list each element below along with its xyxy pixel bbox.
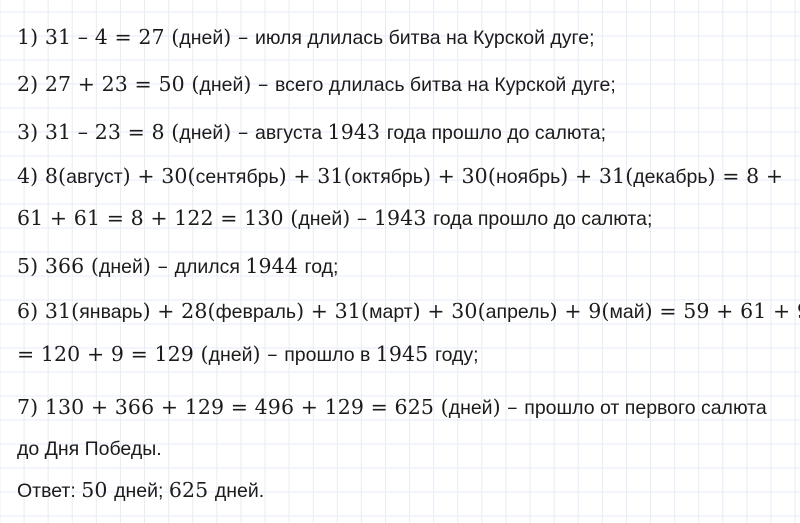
text-run: год; (304, 256, 339, 278)
text-run: ) = 8 + (707, 164, 784, 188)
text-run: ) – (142, 254, 175, 278)
solution-line-step-6a: 6) 31(январь) + 28(февраль) + 31(март) +… (17, 296, 800, 326)
text-run: январь (79, 301, 143, 323)
text-run: ) + 9( (549, 299, 610, 323)
text-run: ) + 30( (422, 164, 496, 188)
text-run: ) – (252, 342, 285, 366)
text-run: сентябрь (195, 166, 279, 188)
text-run: 5) 366 ( (17, 254, 99, 278)
text-run: май (609, 301, 645, 323)
text-run: 1944 (245, 254, 305, 278)
text-run: 1943 (327, 120, 387, 144)
text-run: ) – (243, 72, 276, 96)
text-run: дней (99, 256, 143, 278)
text-run: 625 (168, 478, 215, 502)
text-run: прошло от первого салюта (524, 397, 767, 419)
solution-line-step-1: 1) 31 – 4 = 27 (дней) – июля длилась бит… (17, 22, 797, 52)
solution-line-step-7b: до Дня Победы. (17, 433, 797, 463)
text-run: ) + 31( (296, 299, 370, 323)
text-run: 3) 31 – 23 = 8 ( (17, 120, 180, 144)
text-run: прошло в (284, 344, 376, 366)
text-run: дней (298, 208, 343, 230)
text-run: Ответ: (17, 480, 82, 502)
text-run: ) = 59 + 61 + 9 (644, 299, 800, 323)
solution-line-step-6b: = 120 + 9 = 129 (дней) – прошло в 1945 г… (17, 339, 797, 369)
text-run: дней. (214, 480, 265, 502)
text-run: дней (179, 122, 224, 144)
text-run: ) + 30( (122, 164, 196, 188)
solution-line-step-7a: 7) 130 + 366 + 129 = 496 + 129 = 625 (дн… (17, 392, 797, 422)
text-run: всего длилась битва на Курской дуге; (275, 74, 616, 96)
solution-line-step-2: 2) 27 + 23 = 50 (дней) – всего длилась б… (17, 69, 797, 99)
text-run: длился (174, 256, 246, 278)
text-run: 7) 130 + 366 + 129 = 496 + 129 = 625 ( (17, 395, 449, 419)
text-run: дней (199, 74, 244, 96)
text-run: август (66, 166, 123, 188)
text-run: ) – 1943 (342, 206, 434, 230)
text-run: 1) 31 – 4 = 27 ( (17, 25, 180, 49)
text-run: март (369, 301, 413, 323)
text-run: дней (179, 27, 224, 49)
text-run: августа (254, 122, 328, 144)
text-run: июля длилась битва на Курской дуге; (254, 27, 595, 49)
text-run: октябрь (351, 166, 423, 188)
solution-line-step-4b: 61 + 61 = 8 + 122 = 130 (дней) – 1943 го… (17, 203, 797, 233)
text-run: февраль (215, 301, 297, 323)
text-run: ) – (492, 395, 525, 419)
solution-line-step-4a: 4) 8(август) + 30(сентябрь) + 31(октябрь… (17, 161, 797, 191)
text-run: ) + 31( (278, 164, 352, 188)
solution-line-step-5: 5) 366 (дней) – длился 1944 год; (17, 251, 797, 281)
text-run: дней (448, 397, 493, 419)
text-run: апрель (485, 301, 550, 323)
text-run: ) + 31( (560, 164, 634, 188)
text-run: ) – (223, 25, 255, 49)
text-run: ) – (223, 120, 255, 144)
solution-line-answer: Ответ: 50 дней; 625 дней. (17, 475, 797, 505)
solution-line-step-3: 3) 31 – 23 = 8 (дней) – августа 1943 год… (17, 117, 797, 147)
text-run: до Дня Победы. (17, 438, 162, 460)
text-run: 1945 (375, 342, 435, 366)
text-run: ноябрь (495, 166, 561, 188)
text-run: = 120 + 9 = 129 ( (17, 342, 209, 366)
text-run: дней (208, 344, 253, 366)
text-run: 4) 8( (17, 164, 67, 188)
text-run: 50 (81, 478, 115, 502)
text-run: дней; (114, 480, 169, 502)
text-run: года прошло до салюта; (433, 208, 653, 230)
text-run: году; (434, 344, 479, 366)
text-run: ) + 30( (412, 299, 486, 323)
text-run: декабрь (633, 166, 708, 188)
text-run: 61 + 61 = 8 + 122 = 130 ( (17, 206, 299, 230)
text-run: 2) 27 + 23 = 50 ( (17, 72, 200, 96)
text-run: ) + 28( (142, 299, 216, 323)
text-run: 6) 31( (17, 299, 80, 323)
text-run: года прошло до салюта; (386, 122, 607, 144)
